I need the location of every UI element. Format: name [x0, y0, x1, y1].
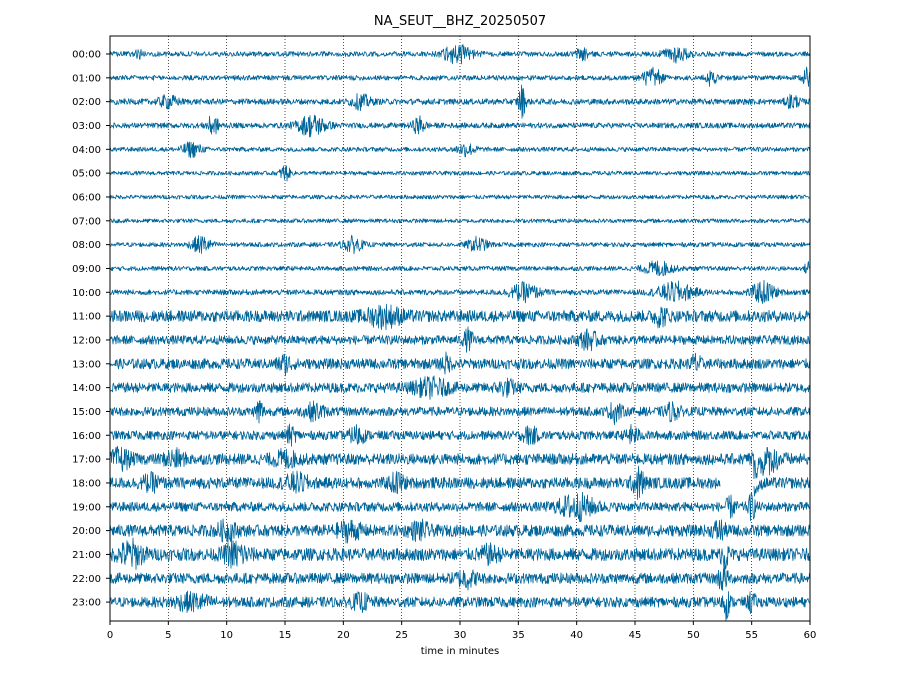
y-tick-label: 06:00 — [72, 192, 101, 203]
y-tick-label: 08:00 — [72, 240, 101, 251]
x-tick-label: 25 — [395, 630, 408, 641]
x-axis-label: time in minutes — [421, 646, 500, 657]
y-tick-label: 16:00 — [72, 431, 101, 442]
trace-line-0900 — [109, 260, 811, 277]
trace-line-2200 — [109, 565, 811, 591]
trace-line-2000 — [109, 518, 811, 544]
x-tick-label: 40 — [570, 630, 583, 641]
y-tick-label: 12:00 — [72, 335, 101, 346]
y-tick-label: 09:00 — [72, 264, 101, 275]
traces — [109, 44, 811, 621]
x-tick-label: 30 — [454, 630, 467, 641]
y-tick-label: 19:00 — [72, 502, 101, 513]
y-tick-label: 23:00 — [72, 598, 101, 609]
trace-line-1600 — [109, 423, 811, 447]
trace-line-0800 — [109, 235, 811, 255]
trace-line-0300 — [109, 114, 811, 138]
x-tick-label: 55 — [745, 630, 758, 641]
trace-line-1800 — [109, 465, 811, 501]
trace-line-1200 — [109, 326, 811, 353]
x-tick-label: 0 — [107, 630, 113, 641]
y-tick-label: 18:00 — [72, 478, 101, 489]
trace-line-2100 — [109, 537, 811, 571]
y-tick-label: 15:00 — [72, 407, 101, 418]
trace-line-1700 — [109, 445, 811, 480]
x-tick-label: 10 — [220, 630, 233, 641]
chart-title: NA_SEUT__BHZ_20250507 — [374, 14, 546, 29]
x-tick-label: 20 — [337, 630, 350, 641]
x-tick-label: 50 — [687, 630, 700, 641]
y-axis: 00:00 01:00 02:00 03:00 04:00 05:00 06:00 07:00… — [72, 50, 110, 609]
trace-line-2300 — [109, 590, 811, 621]
y-tick-label: 05:00 — [72, 169, 101, 180]
trace-line-1300 — [109, 351, 811, 377]
y-tick-label: 02:00 — [72, 97, 101, 108]
y-tick-label: 10:00 — [72, 288, 101, 299]
y-tick-label: 14:00 — [72, 383, 101, 394]
x-tick-label: 5 — [165, 630, 171, 641]
trace-line-0400 — [109, 141, 811, 159]
x-axis: 0 5 10 15 20 25 30 35 40 45 50 55 60 — [107, 621, 817, 641]
y-tick-label: 17:00 — [72, 455, 101, 466]
trace-line-1000 — [109, 279, 811, 304]
y-tick-label: 21:00 — [72, 550, 101, 561]
trace-line-0600 — [109, 194, 811, 200]
x-tick-label: 35 — [512, 630, 525, 641]
x-tick-label: 15 — [279, 630, 292, 641]
y-tick-label: 01:00 — [72, 73, 101, 84]
y-tick-label: 13:00 — [72, 359, 101, 370]
trace-line-0500 — [109, 165, 811, 182]
trace-line-1900 — [109, 491, 811, 523]
trace-line-0000 — [109, 44, 811, 65]
trace-line-0100 — [109, 66, 811, 87]
trace-line-0700 — [109, 218, 811, 224]
trace-line-1500 — [109, 400, 811, 426]
trace-line-1100 — [109, 303, 811, 331]
x-tick-label: 45 — [629, 630, 642, 641]
y-tick-label: 22:00 — [72, 574, 101, 585]
y-tick-label: 00:00 — [72, 50, 101, 61]
y-tick-label: 04:00 — [72, 145, 101, 156]
trace-line-0200 — [109, 84, 811, 119]
y-tick-label: 20:00 — [72, 526, 101, 537]
x-tick-label: 60 — [804, 630, 817, 641]
y-tick-label: 07:00 — [72, 216, 101, 227]
y-tick-label: 03:00 — [72, 121, 101, 132]
y-tick-label: 11:00 — [72, 312, 101, 323]
trace-line-1400 — [109, 375, 811, 400]
